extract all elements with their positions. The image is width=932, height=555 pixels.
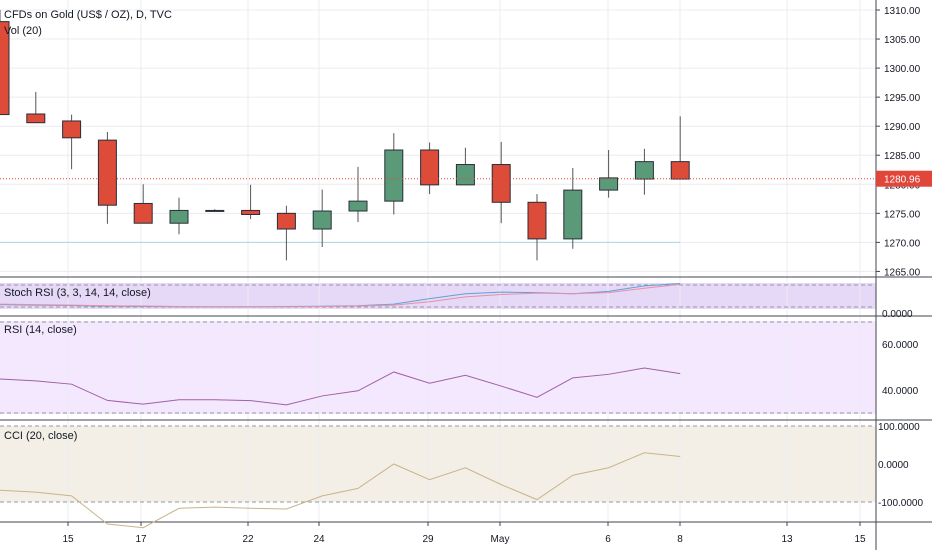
candle-body-11 (384, 149, 404, 202)
stoch-rsi-label: Stoch RSI (3, 3, 14, 14, close) (4, 287, 151, 299)
candle-body-9 (312, 210, 332, 230)
time-label-1: 17 (135, 534, 147, 545)
candle-body-4 (133, 202, 153, 224)
candle-body-0 (0, 21, 10, 116)
time-label-4: 29 (422, 534, 434, 545)
cci-axis-label-0: 100.0000 (878, 422, 920, 433)
price-tick-label-0: 1310.00 (884, 6, 921, 17)
time-label-9: 15 (854, 534, 866, 545)
candle-body-10 (348, 200, 368, 212)
candle-body-2 (62, 120, 82, 139)
candle-body-18 (634, 161, 654, 180)
stoch-d-line (0, 283, 681, 308)
candle-body-14 (491, 164, 511, 203)
candle-body-3 (97, 139, 117, 206)
rsi-label: RSI (14, close) (4, 324, 77, 336)
cci-label: CCI (20, close) (4, 430, 78, 442)
rsi-band (0, 321, 876, 414)
time-label-3: 24 (313, 534, 325, 545)
price-tick-label-2: 1300.00 (884, 64, 921, 75)
time-label-2: 22 (242, 534, 254, 545)
cci-axis-label-1: 0.0000 (878, 460, 909, 471)
time-label-0: 15 (62, 534, 74, 545)
candle-body-15 (527, 201, 547, 240)
price-tick-label-9: 1265.00 (884, 267, 921, 278)
candle-body-5 (169, 209, 189, 224)
rsi-axis-label-0: 60.0000 (882, 340, 919, 351)
cci-axis-label-2: -100.0000 (878, 498, 923, 509)
price-tick-label-7: 1275.00 (884, 209, 921, 220)
candle-body-17 (599, 177, 619, 191)
price-tick-label-1: 1305.00 (884, 35, 921, 46)
rsi-line (0, 367, 681, 406)
last-price-badge (876, 170, 932, 187)
candle-body-12 (420, 149, 440, 186)
cci-band (0, 426, 876, 502)
price-tick-label-5: 1285.00 (884, 151, 921, 162)
candle-body-19 (670, 161, 690, 180)
price-tick-label-3: 1295.00 (884, 93, 921, 104)
time-label-8: 13 (781, 534, 793, 545)
cci-line (0, 452, 681, 529)
candle-body-16 (563, 189, 583, 240)
time-label-6: 6 (605, 534, 611, 545)
price-tick-label-8: 1270.00 (884, 238, 921, 249)
symbol-title: CFDs on Gold (US$ / OZ), D, TVC (4, 9, 172, 21)
last-price-label: 1280.96 (884, 175, 921, 186)
time-label-5: May (491, 534, 510, 545)
rsi-axis-label-1: 40.0000 (882, 386, 919, 397)
time-label-7: 8 (677, 534, 683, 545)
volume-label: Vol (20) (4, 25, 42, 37)
candle-body-6 (205, 209, 225, 212)
candle-body-13 (455, 164, 475, 186)
candle-body-1 (26, 113, 46, 124)
candle-body-7 (241, 209, 261, 215)
stoch-band (0, 283, 876, 309)
candle-body-8 (276, 212, 296, 230)
stoch-axis-label-0: 0.0000 (882, 309, 913, 320)
price-tick-label-4: 1290.00 (884, 122, 921, 133)
